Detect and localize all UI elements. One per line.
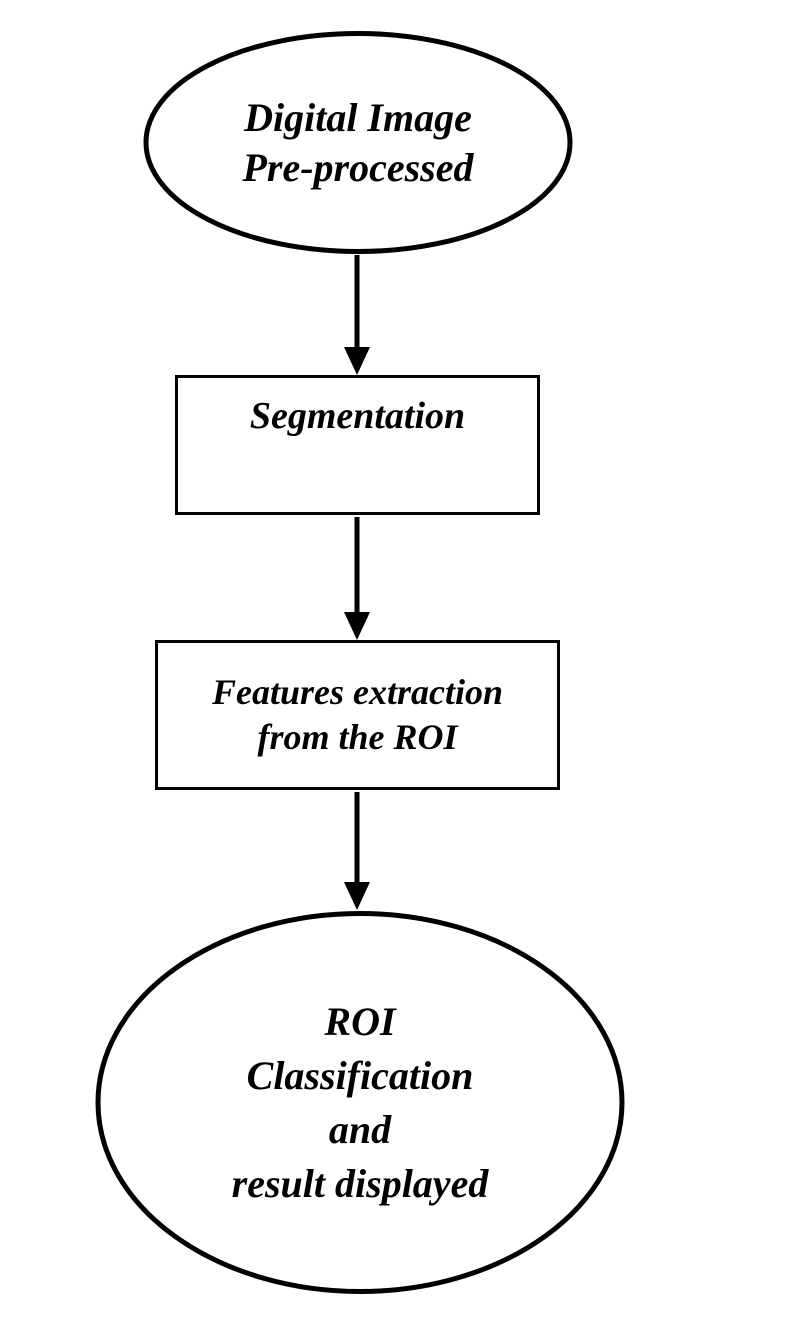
text-line: Features extraction — [212, 670, 503, 715]
node-label: Digital Image Pre-processed — [242, 93, 473, 193]
node-digital-image: Digital Image Pre-processed — [143, 30, 573, 255]
arrow-3 — [340, 792, 374, 910]
text-line: Classification — [232, 1049, 489, 1103]
text-line: from the ROI — [212, 715, 503, 760]
text-line: ROI — [232, 995, 489, 1049]
text-line: Pre-processed — [242, 143, 473, 193]
node-roi-classification: ROI Classification and result displayed — [95, 910, 625, 1295]
node-label: Features extraction from the ROI — [212, 670, 503, 760]
node-features-extraction: Features extraction from the ROI — [155, 640, 560, 790]
text-line: Digital Image — [242, 93, 473, 143]
text-line: Segmentation — [250, 393, 465, 441]
arrow-1 — [340, 255, 374, 375]
text-line: and — [232, 1103, 489, 1157]
arrow-2 — [340, 517, 374, 640]
text-line: result displayed — [232, 1157, 489, 1211]
node-label: ROI Classification and result displayed — [232, 995, 489, 1211]
node-label: Segmentation — [250, 375, 465, 441]
node-segmentation: Segmentation — [175, 375, 540, 515]
